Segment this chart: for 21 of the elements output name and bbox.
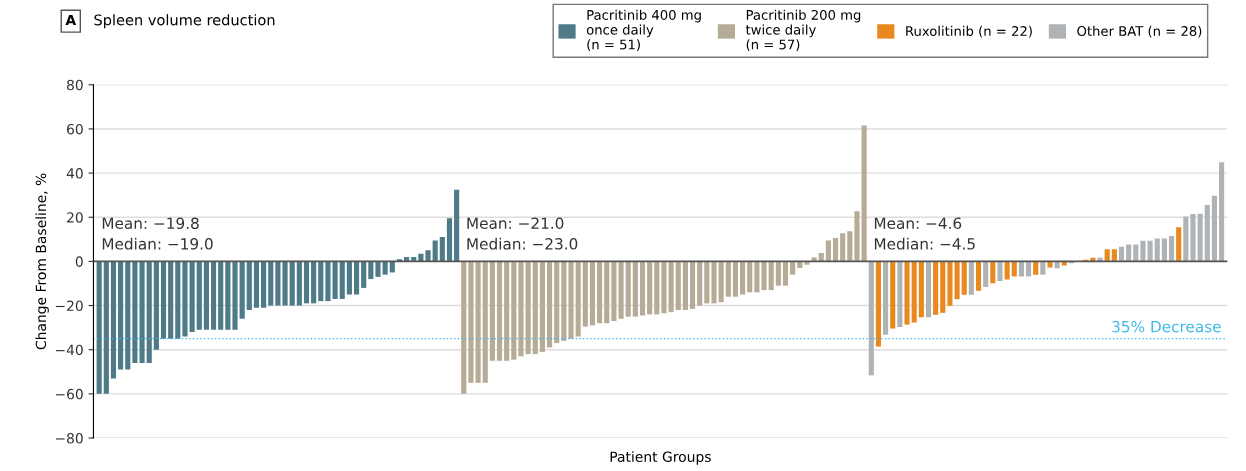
y-tick-label: 0: [75, 256, 83, 267]
annotation: Mean: −4.6 Median: −4.5: [874, 217, 975, 250]
legend-label: Pacritinib 400 mg once daily (n = 51): [586, 9, 701, 51]
y-tick-label: 80: [67, 79, 83, 91]
x-axis-title: Patient Groups: [610, 451, 711, 465]
y-tick-label: −20: [55, 300, 83, 312]
text: A: [65, 14, 77, 26]
annotation: Mean: −19.8 Median: −19.0: [102, 217, 213, 250]
y-tick-label: −60: [55, 388, 83, 400]
legend-label: Ruxolitinib (n = 22): [906, 25, 1032, 38]
legend-label: Pacritinib 200 mg twice daily (n = 57): [745, 9, 861, 51]
y-tick-label: 60: [67, 123, 83, 135]
y-axis-title: Change From Baseline, %: [35, 173, 49, 350]
ref-line-label: 35% Decrease: [1112, 320, 1221, 333]
legend-label: Other BAT (n = 28): [1077, 25, 1202, 38]
chart-title: Spleen volume reduction: [94, 14, 275, 29]
y-tick-label: 40: [66, 168, 83, 179]
y-tick-label: 20: [67, 212, 83, 223]
y-tick-label: −80: [55, 433, 83, 444]
y-tick-label: −40: [55, 344, 83, 356]
annotation: Mean: −21.0 Median: −23.0: [467, 217, 578, 250]
